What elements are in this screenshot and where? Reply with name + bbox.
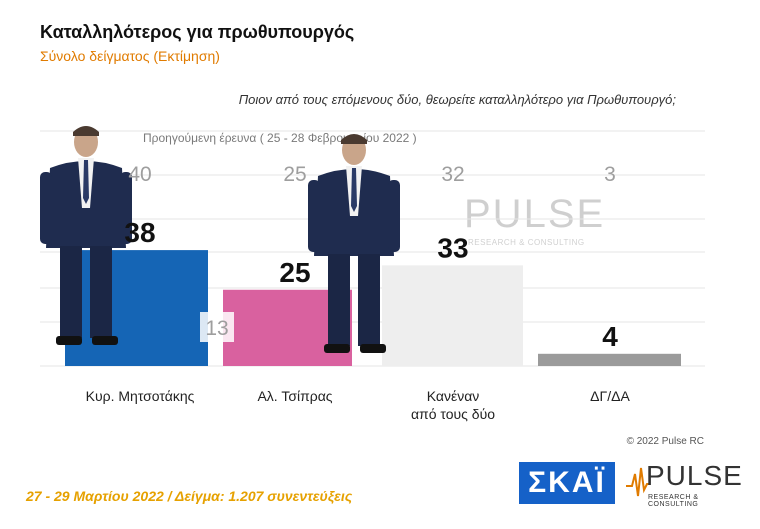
- chart-title: Καταλληλότερος για πρωθυπουργός: [40, 22, 355, 42]
- figure-tsipras-left-arm: [308, 180, 320, 252]
- figure-mitsotakis-right-arm: [120, 172, 132, 244]
- chart-labels: 40 25 32 3 38 25 33 4 13 Κυρ. Μητσοτάκης Αλ. Τσίπρ…: [86, 163, 631, 422]
- previous-value-1: 25: [283, 163, 306, 186]
- figure-tsipras-right-arm: [388, 180, 400, 252]
- figure-mitsotakis-right-leg: [90, 246, 112, 338]
- category-label-0-0: Κυρ. Μητσοτάκης: [86, 388, 195, 404]
- figure-mitsotakis-left-leg: [60, 246, 82, 338]
- pulse-logo-tagline: RESEARCH & CONSULTING: [648, 494, 699, 508]
- politician-figures: [40, 126, 400, 353]
- previous-value-2: 32: [441, 163, 464, 186]
- difference-label: 13: [205, 317, 228, 340]
- value-label-0: 38: [124, 217, 155, 248]
- bar-0: [65, 250, 208, 366]
- pulse-wave-icon: [626, 467, 650, 497]
- figure-mitsotakis-right-shoe: [92, 336, 118, 345]
- figure-mitsotakis-left-arm: [40, 172, 52, 244]
- figure-mitsotakis: [40, 126, 132, 345]
- category-label-1-0: Αλ. Τσίπρας: [257, 388, 332, 404]
- pulse-logo: PULSE RESEARCH & CONSULTING: [626, 458, 746, 508]
- figure-tsipras-right-leg: [358, 254, 380, 346]
- category-label-3-0: ΔΓ/ΔΑ: [590, 388, 630, 404]
- difference-box: [200, 312, 234, 342]
- survey-question: Ποιον από τους επόμενους δύο, θεωρείτε κ…: [238, 92, 676, 107]
- figure-tsipras-tie: [351, 168, 357, 212]
- figure-mitsotakis-left-shoe: [56, 336, 82, 345]
- category-label-2-1: από τους δύο: [411, 406, 495, 422]
- pulse-logo-word: PULSE: [646, 460, 743, 491]
- value-label-2: 33: [437, 232, 468, 263]
- figure-mitsotakis-tie: [83, 160, 89, 204]
- figure-tsipras-left-shoe: [324, 344, 350, 353]
- figure-tsipras-hair: [341, 134, 367, 144]
- previous-value-0: 40: [128, 163, 151, 186]
- bar-2: [382, 265, 523, 366]
- value-label-3: 4: [602, 321, 618, 352]
- chart-subtitle: Σύνολο δείγματος (Εκτίμηση): [40, 48, 220, 64]
- category-label-2-0: Κανέναν: [427, 388, 480, 404]
- footer-sample-info: 27 - 29 Μαρτίου 2022 / Δείγμα: 1.207 συν…: [26, 488, 353, 504]
- figure-tsipras-left-leg: [328, 254, 350, 346]
- figure-mitsotakis-hair: [73, 126, 99, 136]
- figure-tsipras: [308, 134, 400, 353]
- chart-bars: [65, 250, 681, 366]
- skai-logo: ΣΚΑΪ: [519, 462, 615, 504]
- figure-tsipras-right-shoe: [360, 344, 386, 353]
- watermark-tagline: RESEARCH & CONSULTING: [468, 238, 585, 247]
- copyright: © 2022 Pulse RC: [626, 436, 704, 447]
- pulse-watermark: PULSE RESEARCH & CONSULTING: [440, 192, 615, 252]
- watermark-word: PULSE: [464, 192, 606, 236]
- value-label-1: 25: [279, 257, 310, 288]
- bar-3: [538, 353, 681, 366]
- previous-value-3: 3: [604, 163, 616, 186]
